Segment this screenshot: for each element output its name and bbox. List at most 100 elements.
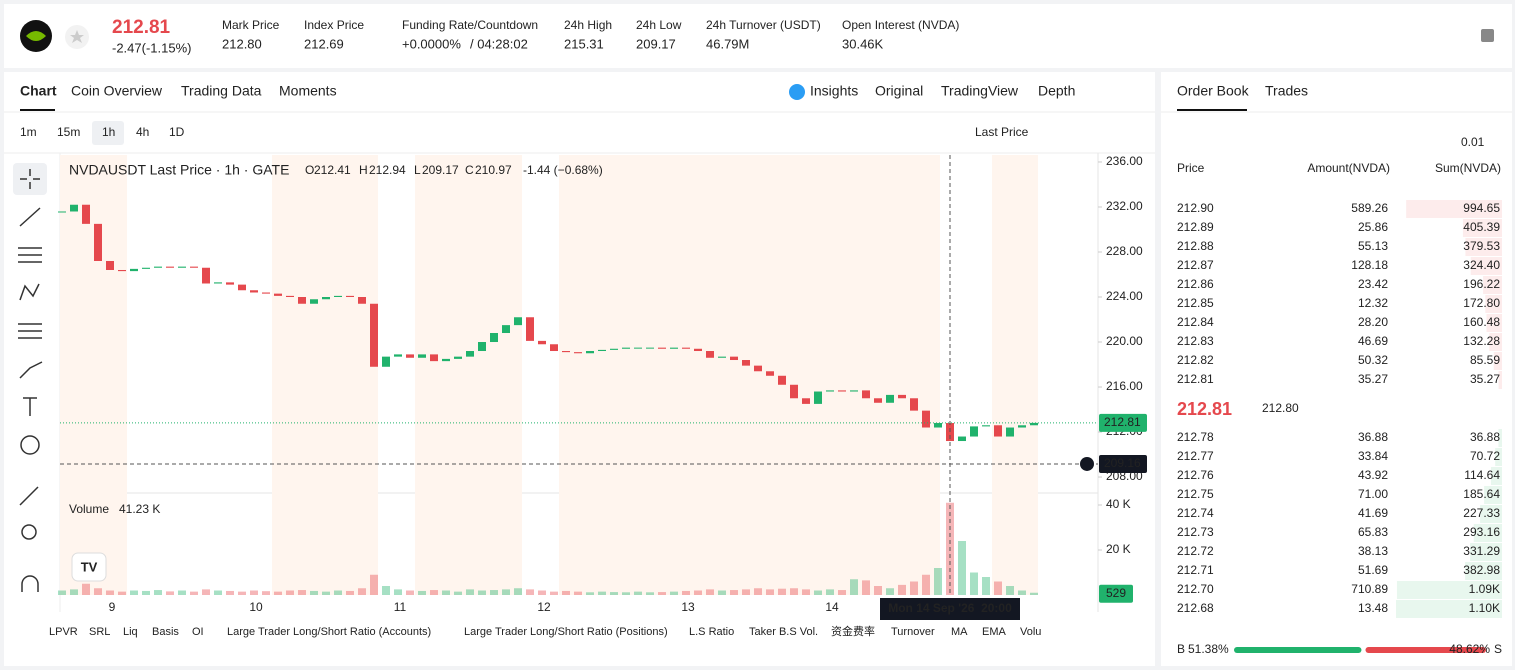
candle xyxy=(142,267,150,269)
tool-fib[interactable] xyxy=(18,323,42,339)
indicator-tab[interactable]: Large Trader Long/Short Ratio (Positions… xyxy=(464,626,668,638)
book-tab[interactable]: Trades xyxy=(1265,83,1308,99)
volume-bar xyxy=(610,592,618,595)
tool-text[interactable] xyxy=(23,397,37,416)
volume-bar xyxy=(622,592,630,595)
candle xyxy=(550,344,558,352)
indicator-tab[interactable]: SRL xyxy=(89,626,110,638)
indicator-tab[interactable]: MA xyxy=(951,626,968,638)
volume-bar xyxy=(502,589,510,595)
view-tab[interactable]: Insights xyxy=(810,83,858,99)
volume-bar xyxy=(82,583,90,595)
interval-button[interactable]: 1h xyxy=(102,125,115,139)
y-tick-label: 220.00 xyxy=(1106,334,1143,348)
candle xyxy=(514,317,522,326)
price-type-select[interactable]: Last Price xyxy=(975,125,1029,139)
volume-bar xyxy=(190,591,198,595)
candle xyxy=(58,211,66,213)
sell-ratio xyxy=(1365,647,1486,653)
candle xyxy=(598,349,606,352)
indicator-tab[interactable]: Taker B.S Vol. xyxy=(749,626,818,638)
row-sum: 172.80 xyxy=(1463,296,1500,310)
indicator-tab[interactable]: L.S Ratio xyxy=(689,626,734,638)
add-alert[interactable] xyxy=(1080,456,1094,471)
stat-label: Mark Price xyxy=(222,18,280,32)
depth-bar xyxy=(1465,238,1502,256)
depth-bar xyxy=(1406,200,1502,218)
stat-value: 46.79M xyxy=(706,36,749,51)
top-bar xyxy=(4,4,1512,68)
stat-label: 24h Low xyxy=(636,18,682,32)
stat-value: +0.0000% xyxy=(402,36,461,51)
indicator-tab[interactable]: Liq xyxy=(123,626,138,638)
indicator-tab[interactable]: Basis xyxy=(152,626,179,638)
chart-tab[interactable]: Chart xyxy=(20,83,57,99)
interval-button[interactable]: 4h xyxy=(136,125,149,139)
tool-magnet[interactable] xyxy=(21,575,39,592)
order-book-panel xyxy=(1161,72,1512,666)
interval-button[interactable]: 1m xyxy=(20,125,37,139)
candle xyxy=(754,365,762,372)
candle xyxy=(646,347,654,349)
depth-bar xyxy=(1485,295,1502,313)
candle xyxy=(466,351,474,357)
depth-bar xyxy=(1493,352,1502,370)
tool-brush[interactable] xyxy=(19,361,43,379)
tool-emoji[interactable] xyxy=(20,435,40,455)
volume-bar xyxy=(310,590,318,595)
volume-bar xyxy=(298,590,306,595)
view-tab[interactable]: TradingView xyxy=(941,83,1019,99)
book-tab[interactable]: Order Book xyxy=(1177,83,1250,99)
precision-select[interactable]: 0.01 xyxy=(1461,135,1485,149)
candle xyxy=(850,390,858,392)
indicator-tab[interactable]: Volu xyxy=(1020,626,1041,638)
chart-tab[interactable]: Moments xyxy=(279,83,337,99)
indicator-tab[interactable]: LPVR xyxy=(49,626,78,638)
volume-bar xyxy=(922,574,930,595)
legend-value: C xyxy=(465,163,474,177)
crosshair-price-text: 209.16 xyxy=(1104,456,1141,470)
indicator-tab[interactable]: Turnover xyxy=(891,626,935,638)
stat-label: 24h High xyxy=(564,18,612,32)
volume-bar xyxy=(538,590,546,595)
interval-button[interactable]: 15m xyxy=(57,125,80,139)
candle xyxy=(862,390,870,399)
last-price-badge xyxy=(1099,413,1147,432)
star-icon xyxy=(70,30,84,43)
chart-tab[interactable]: Coin Overview xyxy=(71,83,163,99)
x-tick-label: 13 xyxy=(681,600,695,614)
row-price: 212.73 xyxy=(1177,525,1214,539)
candle xyxy=(298,297,306,304)
candle xyxy=(946,423,954,442)
stat-label: Open Interest (NVDA) xyxy=(842,18,959,32)
candle xyxy=(1006,427,1014,437)
tool-crosshair-bg[interactable] xyxy=(13,163,47,195)
tool-crosshair[interactable] xyxy=(20,169,40,189)
candle xyxy=(418,354,426,358)
view-tab[interactable]: Depth xyxy=(1038,83,1075,99)
view-tab[interactable]: Original xyxy=(875,83,923,99)
tool-channel[interactable] xyxy=(18,247,42,263)
row-sum: 132.28 xyxy=(1463,334,1500,348)
candle xyxy=(70,204,78,212)
tool-ruler[interactable] xyxy=(19,486,39,506)
candle xyxy=(766,371,774,376)
volume-bar xyxy=(694,590,702,595)
candle xyxy=(442,358,450,362)
indicator-tab[interactable]: EMA xyxy=(982,626,1007,638)
candle xyxy=(778,375,786,385)
chart-tab[interactable]: Trading Data xyxy=(181,83,262,99)
tool-zoom[interactable] xyxy=(21,524,37,540)
settings-icon[interactable] xyxy=(1481,29,1494,42)
indicator-tab[interactable]: OI xyxy=(192,626,204,638)
depth-bar xyxy=(1486,314,1502,332)
indicator-tab[interactable]: 资金费率 xyxy=(831,624,875,638)
interval-button[interactable]: 1D xyxy=(169,125,185,139)
indicator-tab[interactable]: Large Trader Long/Short Ratio (Accounts) xyxy=(227,626,431,638)
row-sum: 331.29 xyxy=(1463,544,1500,558)
sell-label: S xyxy=(1494,642,1502,656)
row-amount: 33.84 xyxy=(1358,449,1388,463)
tool-line[interactable] xyxy=(19,207,41,227)
tool-pattern[interactable] xyxy=(19,283,40,301)
row-sum: 227.33 xyxy=(1463,506,1500,520)
